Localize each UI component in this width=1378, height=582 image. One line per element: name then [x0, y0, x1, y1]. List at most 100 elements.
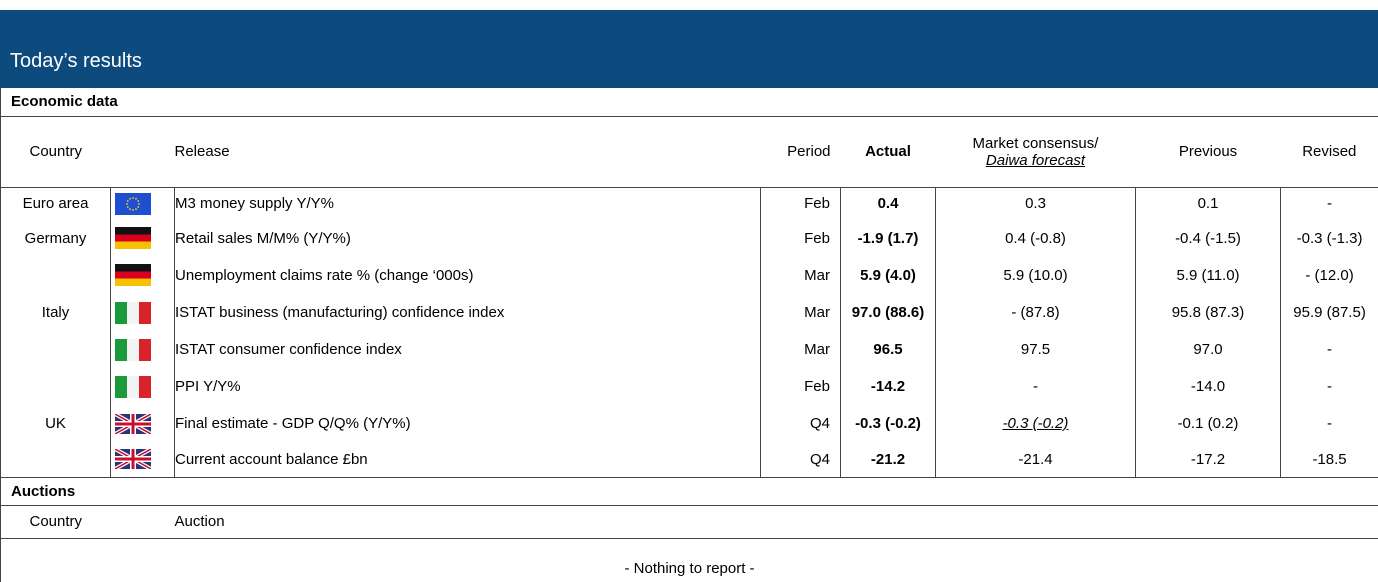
flag-cell — [111, 294, 175, 331]
data-row: Germany Retail sales M/M% (Y/Y%)Feb-1.9 (… — [1, 220, 1378, 256]
panel-title: Today’s results — [10, 50, 142, 72]
previous-cell: 95.8 (87.3) — [1136, 294, 1281, 331]
country-cell: Italy — [1, 294, 111, 331]
revised-cell: -18.5 — [1281, 442, 1378, 477]
release-cell: PPI Y/Y% — [175, 368, 761, 405]
col-country: Country — [1, 116, 111, 187]
period-cell: Mar — [761, 294, 841, 331]
section-heading: Auctions — [1, 477, 1378, 505]
panel-header: Today’s results — [0, 10, 1378, 88]
country-cell: UK — [1, 405, 111, 442]
consensus-cell: 0.3 — [936, 187, 1136, 220]
flag-cell — [111, 187, 175, 220]
release-cell: Final estimate - GDP Q/Q% (Y/Y%) — [175, 405, 761, 442]
col-consensus: Market consensus/Daiwa forecast — [936, 116, 1136, 187]
consensus-cell: - — [936, 368, 1136, 405]
period-cell: Q4 — [761, 442, 841, 477]
previous-cell: 5.9 (11.0) — [1136, 256, 1281, 294]
period-cell: Mar — [761, 256, 841, 294]
previous-cell: 97.0 — [1136, 331, 1281, 368]
flag-uk — [115, 414, 151, 434]
results-panel: Today’s results Economic data Country Re… — [0, 10, 1378, 582]
col-previous: Previous — [1136, 116, 1281, 187]
actual-cell: 0.4 — [841, 187, 936, 220]
col-release: Release — [175, 116, 761, 187]
country-cell — [1, 442, 111, 477]
release-cell: Retail sales M/M% (Y/Y%) — [175, 220, 761, 256]
period-cell: Feb — [761, 220, 841, 256]
col-auction: Auction — [175, 505, 1378, 538]
col-forecast-label: Daiwa forecast — [936, 152, 1136, 169]
release-cell: Current account balance £bn — [175, 442, 761, 477]
actual-cell: -1.9 (1.7) — [841, 220, 936, 256]
previous-cell: -17.2 — [1136, 442, 1281, 477]
actual-cell: -0.3 (-0.2) — [841, 405, 936, 442]
revised-cell: -0.3 (-1.3) — [1281, 220, 1378, 256]
col-country: Country — [1, 505, 111, 538]
column-header: Country Release Period Actual Market con… — [1, 116, 1378, 187]
col-consensus-label: Market consensus/ — [936, 135, 1136, 152]
flag-eu — [115, 193, 151, 215]
flag-uk — [115, 449, 151, 469]
revised-cell: - — [1281, 368, 1378, 405]
consensus-cell: -0.3 (-0.2) — [936, 405, 1136, 442]
flag-cell — [111, 442, 175, 477]
flag-cell — [111, 368, 175, 405]
flag-cell — [111, 331, 175, 368]
consensus-cell: 5.9 (10.0) — [936, 256, 1136, 294]
release-cell: ISTAT business (manufacturing) confidenc… — [175, 294, 761, 331]
flag-italy — [115, 302, 151, 324]
data-row: Italy ISTAT business (manufacturing) conf… — [1, 294, 1378, 331]
country-cell — [1, 368, 111, 405]
flag-germany — [115, 227, 151, 249]
actual-cell: 96.5 — [841, 331, 936, 368]
consensus-cell: -21.4 — [936, 442, 1136, 477]
revised-cell: - (12.0) — [1281, 256, 1378, 294]
release-cell: M3 money supply Y/Y% — [175, 187, 761, 220]
release-cell: Unemployment claims rate % (change ‘000s… — [175, 256, 761, 294]
flag-cell — [111, 220, 175, 256]
consensus-cell: 97.5 — [936, 331, 1136, 368]
col-actual: Actual — [841, 116, 936, 187]
revised-cell: - — [1281, 405, 1378, 442]
previous-cell: -0.1 (0.2) — [1136, 405, 1281, 442]
actual-cell: 97.0 (88.6) — [841, 294, 936, 331]
country-cell — [1, 256, 111, 294]
flag-germany — [115, 264, 151, 286]
col-period: Period — [761, 116, 841, 187]
flag-cell — [111, 256, 175, 294]
consensus-cell: - (87.8) — [936, 294, 1136, 331]
revised-cell: 95.9 (87.5) — [1281, 294, 1378, 331]
consensus-cell: 0.4 (-0.8) — [936, 220, 1136, 256]
period-cell: Feb — [761, 368, 841, 405]
period-cell: Mar — [761, 331, 841, 368]
flag-italy — [115, 339, 151, 361]
period-cell: Q4 — [761, 405, 841, 442]
actual-cell: -14.2 — [841, 368, 936, 405]
col-revised: Revised — [1281, 116, 1378, 187]
data-row: PPI Y/Y%Feb-14.2--14.0- — [1, 368, 1378, 405]
country-cell: Euro area — [1, 187, 111, 220]
previous-cell: -0.4 (-1.5) — [1136, 220, 1281, 256]
previous-cell: 0.1 — [1136, 187, 1281, 220]
flag-italy — [115, 376, 151, 398]
release-cell: ISTAT consumer confidence index — [175, 331, 761, 368]
section-heading: Economic data — [1, 88, 1378, 116]
revised-cell: - — [1281, 187, 1378, 220]
previous-cell: -14.0 — [1136, 368, 1281, 405]
revised-cell: - — [1281, 331, 1378, 368]
data-row: Unemployment claims rate % (change ‘000s… — [1, 256, 1378, 294]
actual-cell: 5.9 (4.0) — [841, 256, 936, 294]
period-cell: Feb — [761, 187, 841, 220]
flag-cell — [111, 405, 175, 442]
results-table: Economic data Country Release Period Act… — [0, 88, 1378, 582]
actual-cell: -21.2 — [841, 442, 936, 477]
empty-note: - Nothing to report - — [1, 538, 1378, 582]
country-cell — [1, 331, 111, 368]
country-cell: Germany — [1, 220, 111, 256]
